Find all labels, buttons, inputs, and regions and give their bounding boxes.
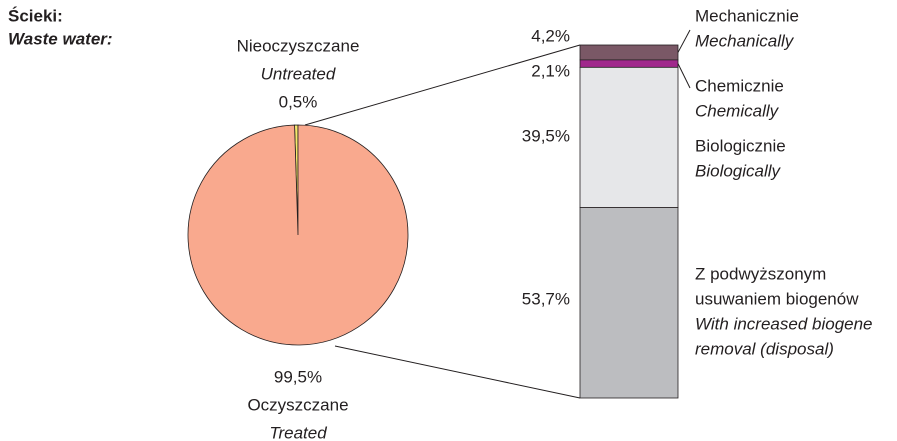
value-label: 99,5% [274, 367, 322, 386]
segment-label: Chemically [695, 101, 780, 120]
segment-label: Mechanically [695, 31, 795, 50]
title: Ścieki: [8, 6, 63, 25]
slice-label: Treated [269, 423, 327, 441]
segment-label: Chemicznie [695, 76, 784, 95]
bar-segment [579, 59, 679, 68]
bar-segment [579, 44, 679, 61]
value-label: 0,5% [279, 92, 318, 111]
segment-label: Z podwyższonym [695, 264, 826, 283]
slice-label: Untreated [261, 64, 336, 83]
slice-label: Oczyszczane [247, 395, 348, 414]
connector [304, 44, 581, 126]
value-label: 39,5% [522, 126, 570, 145]
pie-slice [187, 124, 409, 346]
bar-segment [579, 207, 679, 399]
segment-label: With increased biogene [695, 314, 873, 333]
leader-line [677, 63, 691, 89]
subtitle: Waste water: [8, 29, 113, 48]
segment-label: usuwaniem biogenów [695, 289, 859, 308]
segment-label: Biologically [695, 161, 782, 180]
segment-label: Mechanicznie [695, 6, 799, 25]
value-label: 53,7% [522, 289, 570, 308]
value-label: 4,2% [531, 26, 570, 45]
segment-label: removal (disposal) [695, 339, 834, 358]
connector [334, 345, 581, 399]
slice-label: Nieoczyszczane [237, 36, 360, 55]
bar-segment [579, 66, 679, 208]
segment-label: Biologicznie [695, 136, 786, 155]
value-label: 2,1% [531, 61, 570, 80]
leader-line [677, 29, 691, 53]
